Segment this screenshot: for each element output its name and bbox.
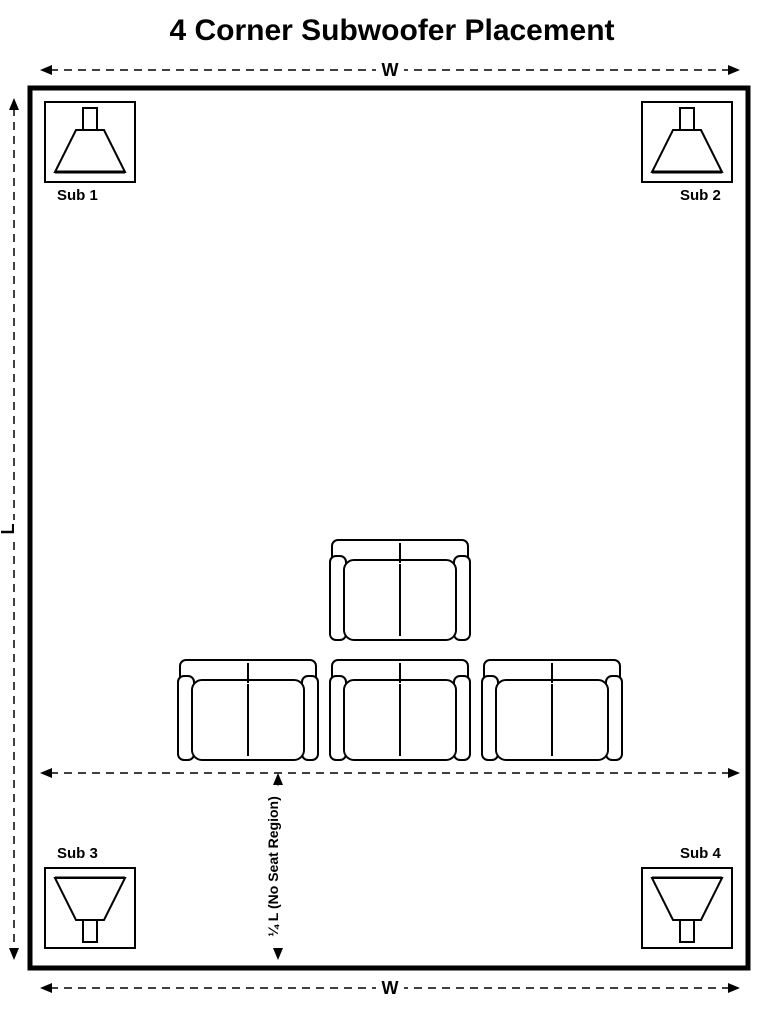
sub4-label: Sub 4 (680, 845, 721, 862)
sub1 (45, 102, 135, 182)
couch-left (178, 660, 318, 760)
sub2 (642, 102, 732, 182)
sub1-label: Sub 1 (57, 187, 98, 204)
dim-left-l-label: L (0, 524, 18, 535)
dim-quarter-l-label: ¼ L (No Seat Region) (265, 796, 281, 937)
sub3-label: Sub 3 (57, 845, 98, 862)
sub3 (45, 868, 135, 948)
dim-left-l-label-group: L (0, 520, 18, 538)
dim-bottom-w-label: W (382, 978, 399, 998)
dim-top-w-label: W (382, 60, 399, 80)
sub4 (642, 868, 732, 948)
sub2-label: Sub 2 (680, 187, 721, 204)
couch-top (330, 540, 470, 640)
couch-mid (330, 660, 470, 760)
diagram-title: 4 Corner Subwoofer Placement (169, 14, 614, 47)
couch-right (482, 660, 622, 760)
dim-quarter-l-label-group: ¼ L (No Seat Region) (262, 786, 281, 948)
